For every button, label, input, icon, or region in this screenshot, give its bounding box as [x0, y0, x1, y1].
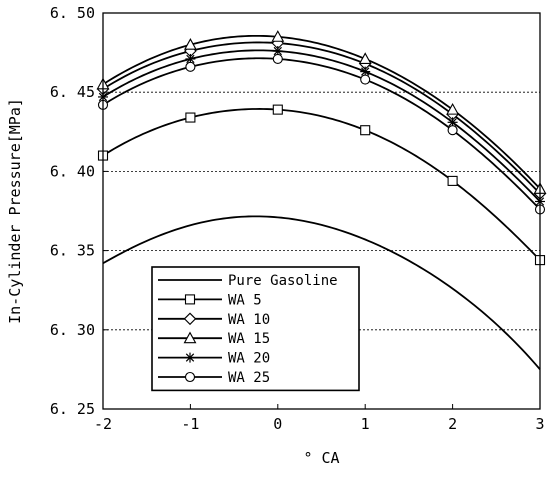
data-point-asterisk [185, 352, 195, 363]
data-point-square [447, 175, 458, 186]
series-layer [96, 30, 547, 370]
data-point-square [360, 125, 371, 136]
x-tick-label: -2 [94, 415, 112, 433]
legend-label: WA 20 [228, 351, 270, 367]
legend-item: WA 5 [158, 292, 262, 308]
y-tick-label: 6. 50 [50, 4, 95, 22]
y-axis-title: In-Cylinder Pressure[MPa] [6, 98, 24, 324]
series-line [102, 108, 541, 261]
y-tick-label: 6. 25 [50, 400, 95, 418]
legend-label: WA 5 [228, 292, 262, 308]
y-tick-label: 6. 45 [50, 83, 95, 101]
series-wa-15 [96, 30, 547, 194]
data-point-circle [272, 53, 283, 64]
legend: Pure Gasoline WA 5 WA 10 WA 15 WA 20 WA 25 [151, 266, 360, 392]
y-tick-label: 6. 35 [50, 242, 95, 260]
x-tick-label: 3 [535, 415, 544, 433]
series-wa-20 [98, 46, 545, 207]
legend-item: WA 20 [158, 351, 270, 367]
series-line [102, 41, 541, 195]
y-tick-label: 6. 40 [50, 162, 95, 180]
legend-item: WA 25 [158, 370, 270, 386]
legend-item: WA 10 [158, 312, 270, 328]
data-point-triangle [271, 30, 285, 42]
data-point-square [272, 104, 283, 115]
data-point-asterisk [360, 66, 371, 77]
series-line [102, 49, 541, 203]
legend-label: Pure Gasoline [228, 273, 338, 289]
legend-item: WA 15 [158, 331, 270, 347]
legend-label: WA 10 [228, 312, 270, 328]
series-line [102, 57, 541, 211]
data-point-circle [447, 125, 458, 136]
data-point-triangle [183, 331, 197, 344]
x-tick-label: 1 [361, 415, 370, 433]
data-point-square [185, 112, 196, 123]
data-point-triangle [183, 38, 197, 50]
data-point-circle [185, 61, 196, 72]
x-axis-title: ° CA [303, 449, 339, 467]
series-pure-gasoline [102, 215, 541, 370]
data-point-triangle [446, 102, 460, 115]
data-point-circle [184, 371, 196, 383]
series-line [102, 34, 541, 190]
y-tick-label: 6. 30 [50, 321, 95, 339]
data-point-asterisk [185, 53, 196, 64]
series-line [102, 215, 541, 370]
data-point-circle [360, 74, 371, 85]
x-tick-label: 2 [448, 415, 457, 433]
x-tick-label: 0 [273, 415, 282, 433]
legend-item: Pure Gasoline [158, 273, 338, 289]
plot-frame [102, 12, 541, 410]
data-point-square [184, 294, 196, 305]
data-point-triangle [358, 52, 372, 64]
axis-ticks: -2 -1 0 1 2 3 6. 25 6. 30 6. 35 6. 40 6. 45 6. 50 [50, 4, 545, 433]
data-point-diamond [183, 312, 197, 326]
x-tick-label: -1 [181, 415, 199, 433]
series-wa-10 [96, 36, 547, 200]
legend-box [151, 266, 360, 392]
legend-label: WA 25 [228, 370, 270, 386]
legend-label: WA 15 [228, 331, 270, 347]
